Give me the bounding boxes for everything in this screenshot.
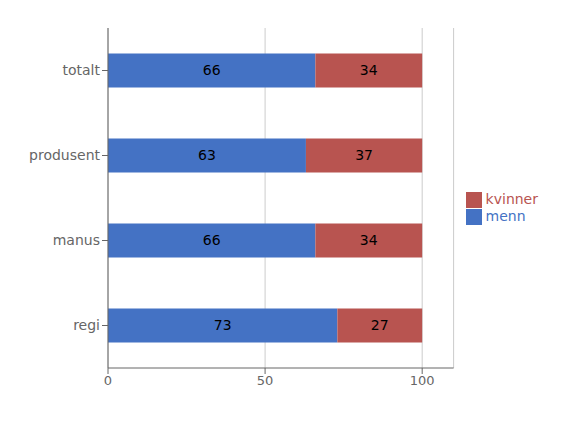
svg-text:manus: manus bbox=[53, 232, 100, 248]
svg-text:66: 66 bbox=[203, 232, 221, 248]
svg-text:73: 73 bbox=[214, 317, 232, 333]
svg-text:63: 63 bbox=[198, 147, 216, 163]
svg-text:produsent: produsent bbox=[29, 147, 100, 163]
svg-text:50: 50 bbox=[257, 373, 274, 388]
svg-text:34: 34 bbox=[360, 62, 378, 78]
svg-text:34: 34 bbox=[360, 232, 378, 248]
html-text:kvinner: kvinner bbox=[485, 191, 538, 207]
svg-text:100: 100 bbox=[410, 373, 435, 388]
svg-text:27: 27 bbox=[371, 317, 389, 333]
svg-text:37: 37 bbox=[355, 147, 373, 163]
svg-text:0: 0 bbox=[104, 373, 112, 388]
svg-text:regi: regi bbox=[73, 317, 100, 333]
html-text:menn: menn bbox=[485, 208, 526, 224]
svg-text:totalt: totalt bbox=[62, 62, 100, 78]
svg-text:66: 66 bbox=[203, 62, 221, 78]
